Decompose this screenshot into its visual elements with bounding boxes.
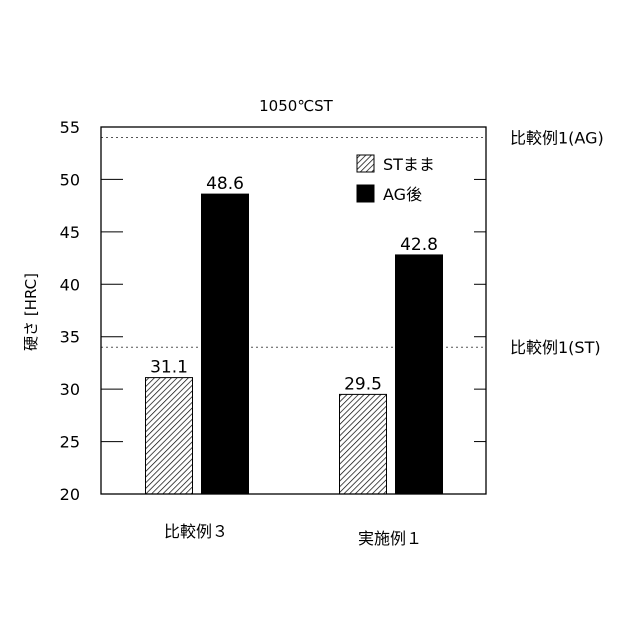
chart-title: 1050℃ST — [259, 97, 334, 115]
bar-value-label: 29.5 — [344, 374, 382, 394]
legend-label: STまま — [383, 155, 435, 174]
y-tick-label: 35 — [60, 328, 80, 347]
y-tick-label: 55 — [60, 118, 80, 137]
y-tick-label: 40 — [60, 275, 80, 294]
bar-value-label: 31.1 — [150, 358, 188, 378]
x-tick-label: 実施例１ — [358, 529, 422, 548]
bar-value-label: 48.6 — [206, 174, 244, 194]
x-tick-label: 比較例３ — [164, 522, 228, 541]
bar — [146, 378, 193, 494]
legend-swatch — [357, 155, 374, 172]
bar-value-label: 42.8 — [400, 235, 438, 255]
y-tick-label: 45 — [60, 223, 80, 242]
legend-swatch — [357, 185, 374, 202]
y-tick-label: 20 — [60, 485, 80, 504]
bar — [202, 194, 249, 494]
legend-label: AG後 — [383, 185, 422, 204]
y-tick-label: 30 — [60, 380, 80, 399]
reference-line-label: 比較例1(ST) — [510, 338, 601, 357]
bar — [340, 394, 387, 494]
y-tick-label: 50 — [60, 170, 80, 189]
reference-line-label: 比較例1(AG) — [510, 128, 604, 147]
plot-area: 比較例1(AG) 比較例1(ST) 31.1 48.6 比較例３ 29.5 42.8 実施例１… — [60, 118, 604, 548]
y-axis-label: 硬さ [HRC] — [22, 273, 40, 351]
bar — [396, 255, 443, 494]
y-tick-label: 25 — [60, 433, 80, 452]
